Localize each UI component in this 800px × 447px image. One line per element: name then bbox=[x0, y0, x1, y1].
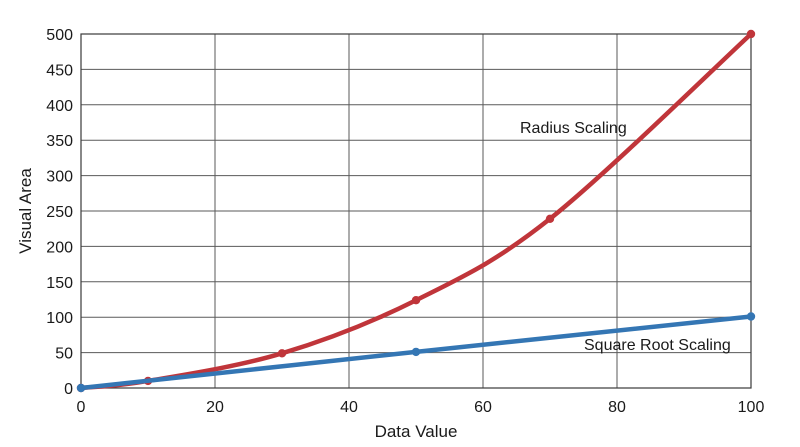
data-point-radius-scaling bbox=[277, 349, 287, 358]
x-tick-label: 20 bbox=[206, 399, 224, 416]
series-label-square-root-scaling: Square Root Scaling bbox=[584, 337, 731, 354]
data-point-radius-scaling bbox=[746, 29, 756, 39]
x-tick-label: 60 bbox=[474, 399, 492, 416]
x-axis: 0 20 40 60 80 100 bbox=[77, 399, 765, 416]
y-tick-label: 200 bbox=[46, 239, 73, 256]
y-tick-label: 0 bbox=[64, 381, 73, 398]
y-tick-label: 400 bbox=[46, 98, 73, 115]
y-tick-label: 350 bbox=[46, 133, 73, 150]
y-tick-label: 50 bbox=[55, 346, 73, 363]
plot-area bbox=[80, 33, 752, 389]
grid bbox=[81, 34, 751, 388]
series-layer bbox=[76, 29, 756, 393]
y-tick-label: 450 bbox=[46, 62, 73, 79]
x-tick-label: 0 bbox=[77, 399, 86, 416]
x-tick-label: 80 bbox=[608, 399, 626, 416]
data-point-square-root-scaling bbox=[76, 383, 86, 393]
y-tick-label: 300 bbox=[46, 169, 73, 186]
y-axis: 0 50 100 150 200 250 300 350 400 450 500 bbox=[46, 27, 73, 398]
y-tick-label: 250 bbox=[46, 204, 73, 221]
y-axis-title: Visual Area bbox=[16, 168, 35, 254]
x-axis-title: Data Value bbox=[375, 422, 458, 441]
y-tick-label: 500 bbox=[46, 27, 73, 44]
y-tick-label: 150 bbox=[46, 275, 73, 292]
y-tick-label: 100 bbox=[46, 310, 73, 327]
series-label-radius-scaling: Radius Scaling bbox=[520, 120, 627, 137]
x-tick-label: 100 bbox=[738, 399, 765, 416]
data-point-radius-scaling bbox=[411, 296, 421, 305]
data-point-radius-scaling bbox=[545, 214, 555, 223]
data-point-square-root-scaling bbox=[746, 312, 756, 321]
x-tick-label: 40 bbox=[340, 399, 358, 416]
series-square-root-scaling bbox=[76, 312, 756, 393]
data-point-square-root-scaling bbox=[411, 347, 421, 357]
